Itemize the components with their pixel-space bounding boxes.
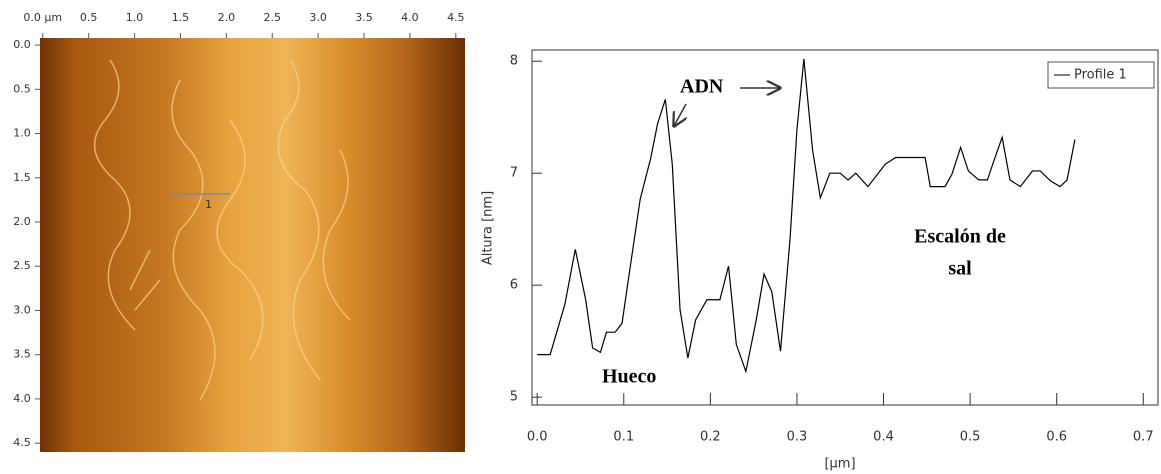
y-tick-label: 0.0 <box>13 38 31 51</box>
x-tick-label: 4.0 <box>401 11 419 24</box>
y-tick-label: 1.0 <box>13 127 31 140</box>
x-tick-label: 2.5 <box>263 11 281 24</box>
x-tick-label: 4.5 <box>447 11 465 24</box>
x-tick-label: 0.0 µm <box>23 11 62 24</box>
y-tick-label: 5 <box>510 390 518 405</box>
y-tick-label: 4.5 <box>13 436 31 449</box>
annotation: Hueco <box>602 366 656 388</box>
x-tick-label: 0.7 <box>1133 430 1154 445</box>
x-tick-label: 0.0 <box>527 430 548 445</box>
x-tick-label: 3.0 <box>309 11 327 24</box>
x-tick-label: 0.2 <box>700 430 721 445</box>
x-tick-label: 0.1 <box>613 430 634 445</box>
x-tick-label: 1.5 <box>172 11 190 24</box>
x-tick-label: 0.4 <box>873 430 894 445</box>
x-tick-label: 2.0 <box>218 11 236 24</box>
afm-texture <box>93 59 351 401</box>
y-tick-label: 6 <box>510 278 518 293</box>
y-tick-label: 8 <box>510 54 518 69</box>
y-tick-label: 2.5 <box>13 259 31 272</box>
profile-chart: Altura [nm] [µm] Profile 1 ADN Hueco Esc… <box>481 49 1159 472</box>
x-tick-label: 0.5 <box>960 430 981 445</box>
afm-image <box>40 38 465 452</box>
annotation: sal <box>948 258 972 280</box>
y-tick-label: 3.5 <box>13 348 31 361</box>
y-tick-label: 0.5 <box>13 82 31 95</box>
y-tick-label: 4.0 <box>13 392 31 405</box>
y-tick-label: 1.5 <box>13 171 31 184</box>
x-tick-label: 3.5 <box>355 11 373 24</box>
x-axis-label: [µm] <box>824 457 855 472</box>
x-tick-label: 0.5 <box>80 11 98 24</box>
profile-label: 1 <box>205 198 212 211</box>
afm-panel: 1 0.0 µm 0.5 1.0 1.5 2.0 2.5 3.0 3.5 4.0 4.5 0.0 0.… <box>13 11 465 452</box>
plot-frame <box>531 49 1159 406</box>
y-tick-label: 3.0 <box>13 303 31 316</box>
annotation: ADN <box>680 76 724 98</box>
data-line <box>537 58 1076 374</box>
annotation-arrow <box>674 103 686 126</box>
legend-label: Profile 1 <box>1074 68 1127 83</box>
annotation: Escalón de <box>914 226 1006 248</box>
x-tick-label: 1.0 <box>126 11 144 24</box>
x-tick-label: 0.6 <box>1046 430 1067 445</box>
y-tick-label: 7 <box>510 166 518 181</box>
x-tick-label: 0.3 <box>787 430 808 445</box>
y-axis-label: Altura [nm] <box>481 191 496 265</box>
y-tick-label: 2.0 <box>13 215 31 228</box>
